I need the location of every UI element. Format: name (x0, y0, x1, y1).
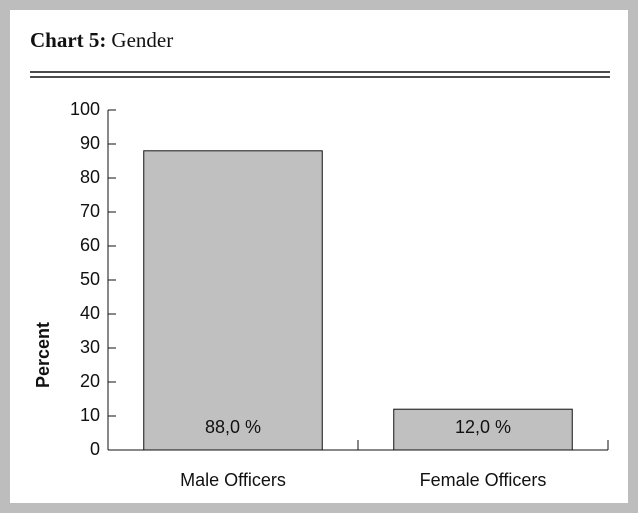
y-axis-label: Percent (33, 322, 53, 388)
x-tick-label: Male Officers (180, 470, 286, 490)
value-label: 12,0 % (455, 417, 511, 437)
y-tick-label: 100 (70, 99, 100, 119)
y-tick-label: 20 (80, 371, 100, 391)
y-tick-label: 70 (80, 201, 100, 221)
value-label: 88,0 % (205, 417, 261, 437)
y-tick-label: 60 (80, 235, 100, 255)
y-tick-label: 0 (90, 439, 100, 459)
y-tick-label: 80 (80, 167, 100, 187)
x-tick-label: Female Officers (420, 470, 547, 490)
y-tick-label: 50 (80, 269, 100, 289)
y-tick-label: 30 (80, 337, 100, 357)
bar (143, 150, 323, 451)
y-tick-label: 90 (80, 133, 100, 153)
title-text: Gender (111, 28, 173, 52)
title-label: Chart 5: (30, 28, 106, 52)
bar (393, 408, 573, 451)
y-tick-label: 40 (80, 303, 100, 323)
y-tick-label: 10 (80, 405, 100, 425)
chart-title: Chart 5: Gender (30, 28, 173, 52)
